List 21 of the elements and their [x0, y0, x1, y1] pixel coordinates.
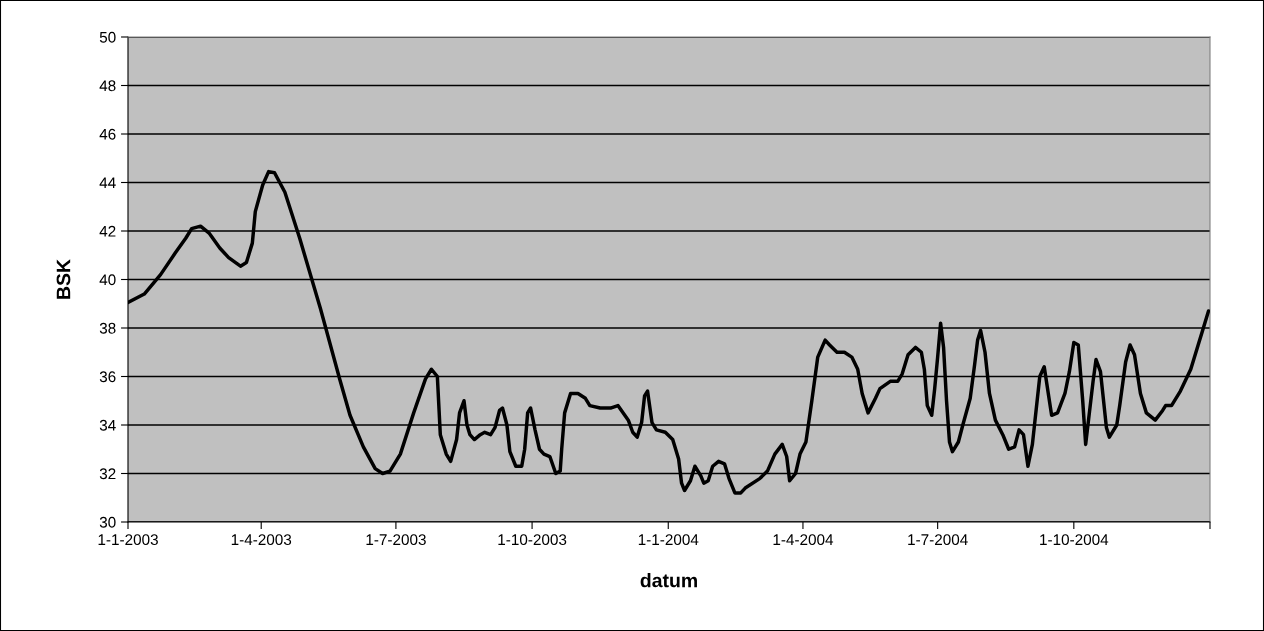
- y-tick-label: 32: [99, 468, 116, 480]
- y-tick-label: 46: [99, 128, 116, 140]
- y-tick-label: 48: [99, 80, 116, 92]
- y-tick-label: 42: [99, 225, 116, 237]
- y-tick-label: 44: [99, 177, 116, 189]
- x-tick-label: 1-7-2003: [366, 534, 426, 546]
- x-tick-label: 1-1-2003: [98, 534, 158, 546]
- x-tick-label: 1-7-2004: [908, 534, 968, 546]
- x-tick-label: 1-1-2004: [638, 534, 699, 546]
- y-tick-label: 30: [99, 516, 116, 528]
- x-tick-label: 1-4-2003: [231, 534, 292, 546]
- y-tick-label: 38: [99, 322, 116, 334]
- y-tick-label: 50: [99, 31, 116, 43]
- y-tick-label: 36: [99, 371, 116, 383]
- y-tick-label: 40: [99, 274, 116, 286]
- y-tick-label: 34: [99, 419, 116, 431]
- x-tick-label: 1-10-2004: [1040, 534, 1109, 546]
- x-tick-label: 1-10-2003: [498, 534, 567, 546]
- y-axis-title: BSK: [56, 259, 71, 299]
- x-tick-label: 1-4-2004: [773, 534, 834, 546]
- x-axis-title: datum: [640, 573, 697, 588]
